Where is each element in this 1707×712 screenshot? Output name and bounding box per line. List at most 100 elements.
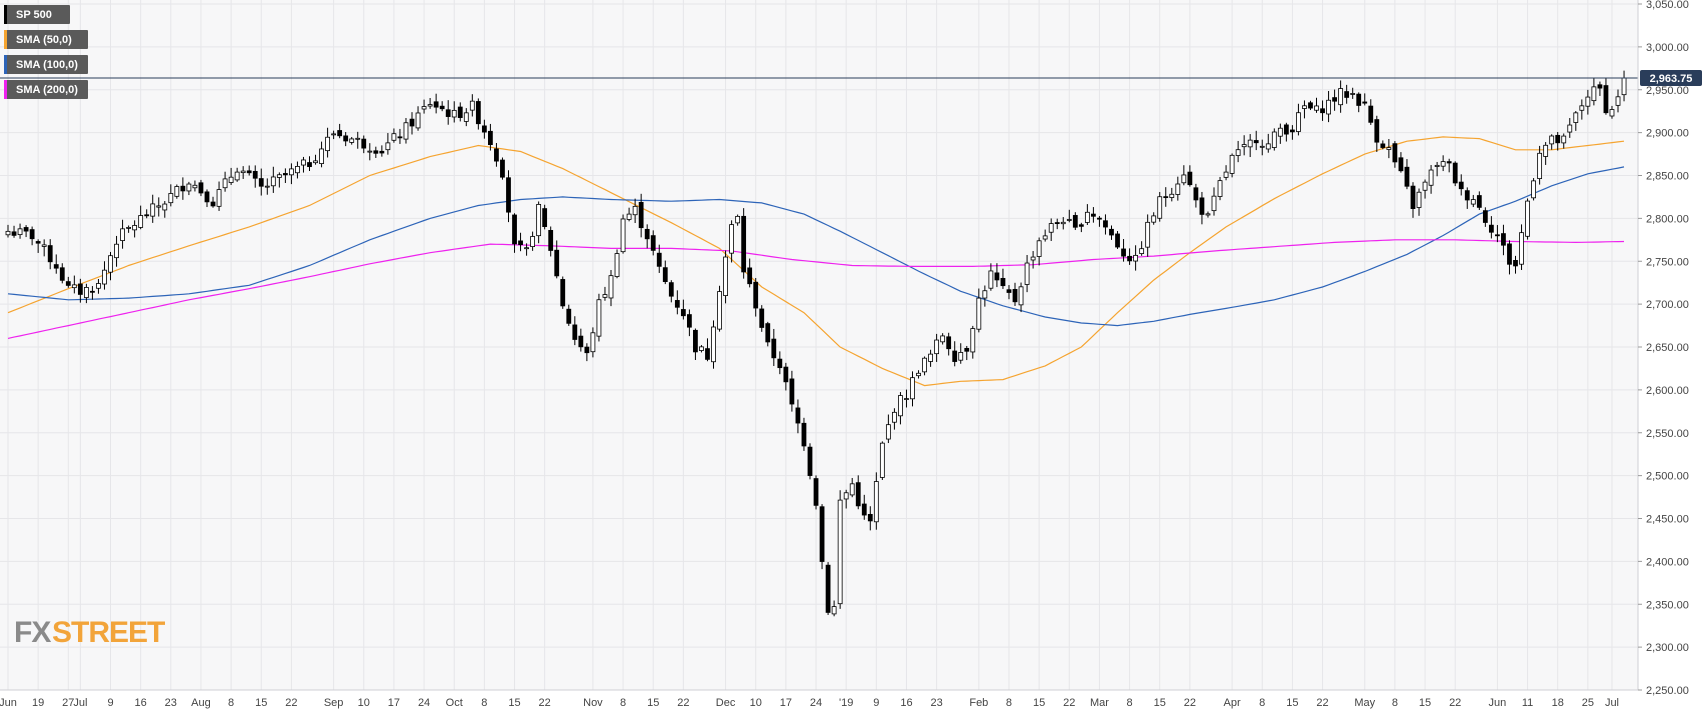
x-tick-label: 16: [135, 697, 147, 709]
candle-body: [35, 241, 41, 244]
candle: [313, 154, 318, 165]
candle: [1302, 100, 1307, 119]
candle-body: [892, 411, 897, 423]
candle: [1513, 255, 1518, 274]
plot-background: [0, 0, 1638, 690]
x-tick-label: 24: [810, 697, 822, 709]
candle-body: [325, 136, 330, 152]
candle-body: [1139, 248, 1145, 254]
last-price-tag-background: [1640, 69, 1702, 86]
candle-body: [240, 170, 246, 174]
candle: [1241, 135, 1247, 156]
candle-body: [1235, 149, 1241, 156]
candle-body: [705, 348, 710, 360]
candle: [1127, 248, 1132, 265]
candle: [198, 179, 204, 197]
sma-100-line: [7, 166, 1625, 327]
candle-body: [590, 332, 596, 353]
candle-body: [1452, 162, 1458, 184]
candle: [1410, 182, 1416, 218]
x-tick-label: May: [1354, 697, 1375, 709]
candle-body: [542, 208, 548, 228]
candle-body: [1241, 144, 1247, 148]
candle: [783, 362, 789, 391]
candle: [741, 208, 747, 279]
candle-body: [1265, 143, 1271, 150]
candle-body: [1277, 127, 1283, 137]
candle-body: [976, 297, 982, 330]
candle-body: [1289, 129, 1295, 133]
legend-item[interactable]: SMA (200,0): [4, 80, 88, 99]
last-price-tag: 2,963.75: [1640, 69, 1702, 86]
candle-body: [843, 492, 849, 500]
x-tick-label: 16: [900, 697, 912, 709]
candle: [879, 441, 885, 480]
legend-item[interactable]: SMA (50,0): [4, 30, 88, 49]
y-tick-label: 2,250.00: [1646, 685, 1689, 697]
candle-body: [1404, 166, 1410, 187]
legend-item[interactable]: SMA (100,0): [4, 55, 88, 74]
candle: [1211, 187, 1217, 216]
legend-label: SMA (100,0): [16, 59, 78, 71]
candle: [463, 108, 469, 127]
candle: [626, 207, 632, 222]
candle-body: [270, 176, 276, 187]
candle-body: [1253, 140, 1259, 144]
x-tick-label: 10: [750, 697, 762, 709]
x-tick-label: 10: [358, 697, 370, 709]
candle: [90, 286, 95, 300]
legend-color-swatch: [4, 30, 7, 49]
candle: [325, 127, 330, 158]
candle: [481, 119, 487, 139]
candle: [475, 98, 481, 130]
candle: [1464, 187, 1470, 209]
candle: [1380, 140, 1386, 150]
candle: [23, 225, 29, 238]
logo-fx-text: FX: [14, 616, 51, 649]
candle-body: [1422, 181, 1428, 191]
x-tick-label: 22: [1316, 697, 1328, 709]
candle-body: [1428, 169, 1434, 186]
candle-body: [922, 357, 927, 373]
candle: [114, 235, 119, 267]
x-tick-label: 22: [539, 697, 551, 709]
candle-body: [500, 159, 505, 178]
legend-item[interactable]: SP 500: [4, 5, 70, 24]
candle: [572, 316, 578, 346]
candle-body: [23, 227, 29, 232]
candle-body: [988, 270, 994, 289]
candle: [1398, 152, 1404, 173]
x-tick-label: 8: [1259, 697, 1265, 709]
candle-body: [138, 215, 144, 228]
candle: [355, 131, 361, 149]
candle: [970, 325, 976, 359]
candle-body: [711, 326, 716, 363]
candle-body: [819, 506, 825, 562]
candle: [867, 506, 873, 531]
legend-color-swatch: [4, 80, 7, 99]
candle: [1259, 139, 1265, 156]
candle: [699, 345, 704, 353]
candle-body: [264, 185, 270, 188]
candle: [1452, 161, 1458, 187]
candle-body: [144, 214, 150, 217]
candle: [518, 232, 523, 252]
candle: [1386, 139, 1392, 159]
x-tick-label: 23: [165, 697, 177, 709]
candle-body: [789, 378, 795, 405]
candle-body: [487, 130, 493, 146]
x-tick-label: Apr: [1224, 697, 1241, 709]
candle: [168, 184, 174, 207]
candle: [361, 135, 367, 154]
candle-body: [463, 112, 469, 122]
candle-body: [246, 170, 252, 174]
candle-body: [994, 272, 1000, 281]
candle-body: [1308, 102, 1313, 109]
candle: [1223, 165, 1229, 181]
candle: [638, 193, 644, 238]
candle-body: [1585, 96, 1591, 107]
candle: [759, 305, 765, 332]
candle-body: [162, 203, 168, 211]
x-tick-label: 25: [1582, 697, 1594, 709]
